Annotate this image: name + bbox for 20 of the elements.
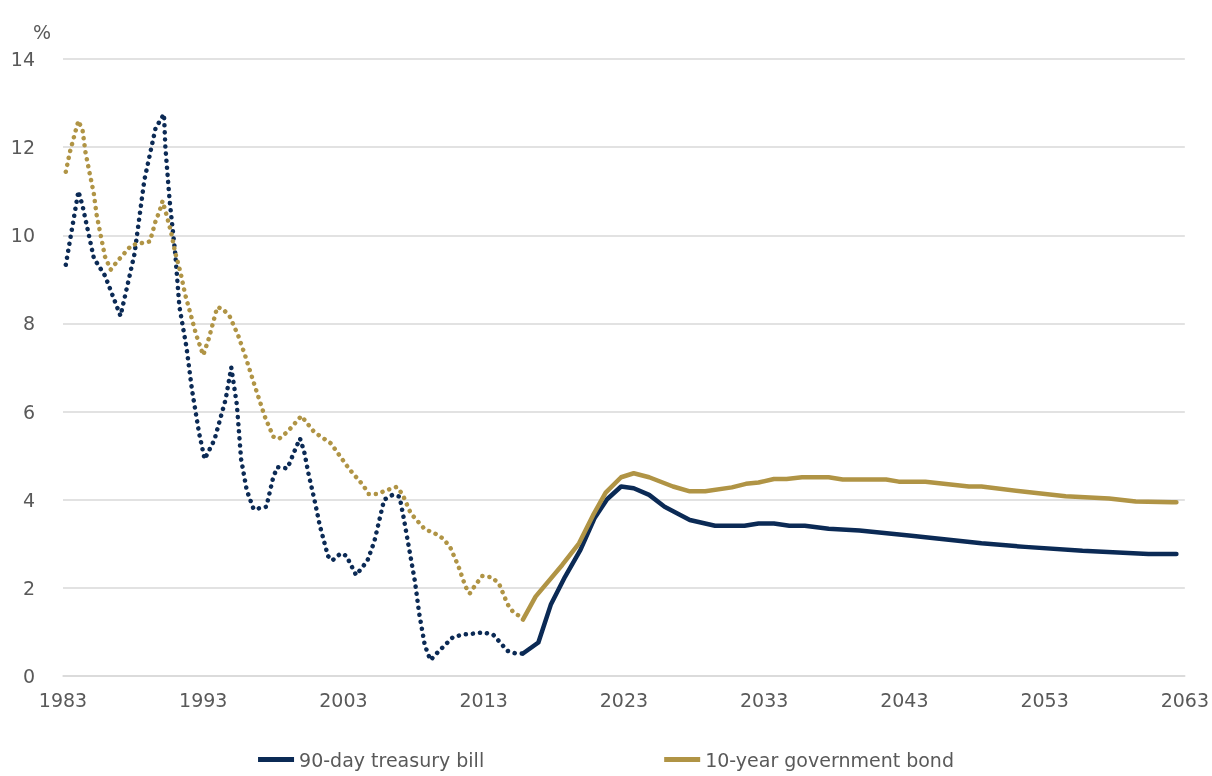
x-tick-label: 1993 — [179, 688, 228, 711]
legend-label: 90-day treasury bill — [299, 748, 485, 771]
y-tick-label: 14 — [10, 48, 35, 70]
y-tick-label: 12 — [10, 136, 35, 159]
x-tick-label: 1983 — [38, 688, 88, 711]
y-tick-label: 4 — [22, 488, 35, 511]
x-tick-label: 2003 — [319, 688, 368, 711]
y-tick-label: 0 — [22, 665, 35, 687]
y-axis-title: % — [32, 20, 51, 43]
x-tick-label: 2013 — [459, 688, 508, 711]
y-tick-label: 2 — [22, 576, 35, 599]
x-tick-label: 2033 — [739, 688, 789, 711]
x-tick-label: 2043 — [880, 688, 929, 711]
x-tick-label: 2063 — [1160, 688, 1209, 711]
x-tick-label: 2023 — [599, 688, 649, 711]
y-tick-label: 8 — [22, 312, 35, 335]
x-tick-label: 2053 — [1020, 688, 1069, 711]
y-tick-label: 10 — [10, 224, 35, 247]
legend-label: 10-year government bond — [705, 748, 954, 771]
y-tick-label: 6 — [22, 400, 35, 423]
